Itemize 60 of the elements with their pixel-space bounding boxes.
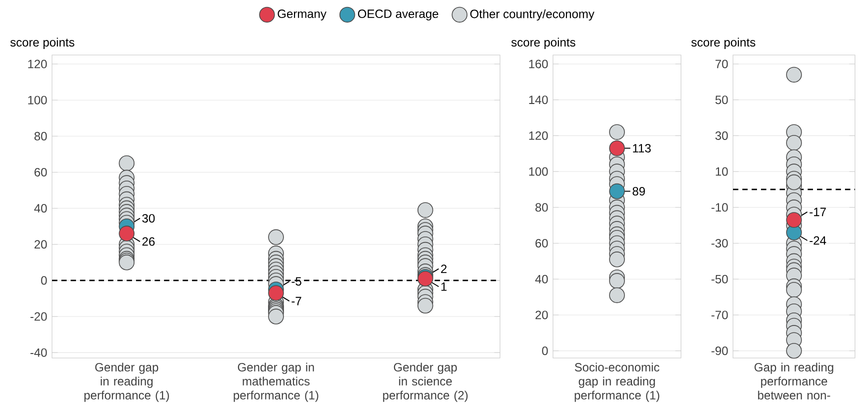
y-tick-label: -90 — [711, 346, 728, 356]
y-tick-label: 40 — [535, 274, 548, 284]
y-tick-label: 10 — [716, 167, 728, 176]
data-label: -17 — [810, 208, 826, 216]
x-tick-label: Gender gap in science performance (2) — [383, 362, 468, 402]
y-tick-label: 0 — [41, 276, 47, 285]
y-tick-label: 80 — [34, 132, 47, 140]
x-tick-label: Socio-economic gap in reading performance (1) — [574, 362, 660, 402]
y-tick-label: 160 — [529, 60, 548, 68]
data-label: 30 — [142, 214, 155, 223]
y-tick-label: 40 — [34, 204, 47, 213]
y-tick-label: -40 — [30, 348, 47, 357]
y-axis-title: score points — [511, 38, 576, 49]
y-tick-label: 30 — [715, 131, 728, 140]
point — [609, 124, 625, 140]
data-label: -7 — [292, 296, 302, 306]
y-tick-label: 70 — [716, 60, 728, 68]
x-tick-label: Gap in reading performance between non- — [754, 362, 834, 400]
data-label: -24 — [810, 236, 826, 245]
y-tick-label: 50 — [715, 96, 728, 104]
point — [786, 342, 802, 359]
point — [609, 287, 625, 304]
data-label: 89 — [632, 187, 645, 196]
legend-label: Germany — [278, 10, 326, 20]
y-tick-label: -70 — [711, 310, 728, 320]
point — [786, 212, 802, 228]
point — [786, 174, 802, 190]
point — [786, 134, 802, 151]
y-tick-label: 120 — [28, 60, 47, 68]
y-tick-label: -20 — [30, 312, 47, 321]
point — [786, 224, 802, 240]
y-tick-label: 20 — [34, 240, 47, 249]
point — [609, 252, 625, 268]
data-label: 1 — [441, 282, 447, 291]
legend-label: Other country/economy — [470, 9, 594, 21]
y-tick-label: 80 — [535, 203, 548, 212]
point — [609, 273, 625, 289]
y-tick-label: 100 — [529, 167, 548, 176]
point — [609, 183, 625, 200]
y-tick-label: 0 — [542, 346, 548, 356]
y-tick-label: 20 — [536, 310, 548, 320]
data-label: 2 — [441, 264, 447, 274]
point — [786, 66, 802, 83]
data-label: 26 — [142, 237, 155, 246]
x-tick-label: Gender gap in mathematics performance (1) — [234, 362, 318, 402]
y-tick-label: -50 — [711, 274, 728, 284]
y-tick-label: 60 — [34, 168, 47, 176]
x-tick-label: Gender gap in reading performance (1) — [84, 362, 169, 402]
data-label: 113 — [633, 144, 651, 152]
y-tick-label: -10 — [711, 203, 728, 212]
point — [609, 140, 625, 156]
point — [786, 282, 802, 298]
y-axis-title: score points — [10, 38, 74, 49]
y-tick-label: 120 — [529, 131, 548, 140]
y-tick-label: 60 — [536, 238, 548, 248]
y-tick-label: 140 — [529, 96, 548, 104]
y-axis-title: score points — [691, 38, 756, 49]
legend-label: OECD average — [358, 10, 438, 20]
y-tick-label: -30 — [711, 238, 728, 248]
y-tick-label: 100 — [28, 96, 47, 104]
